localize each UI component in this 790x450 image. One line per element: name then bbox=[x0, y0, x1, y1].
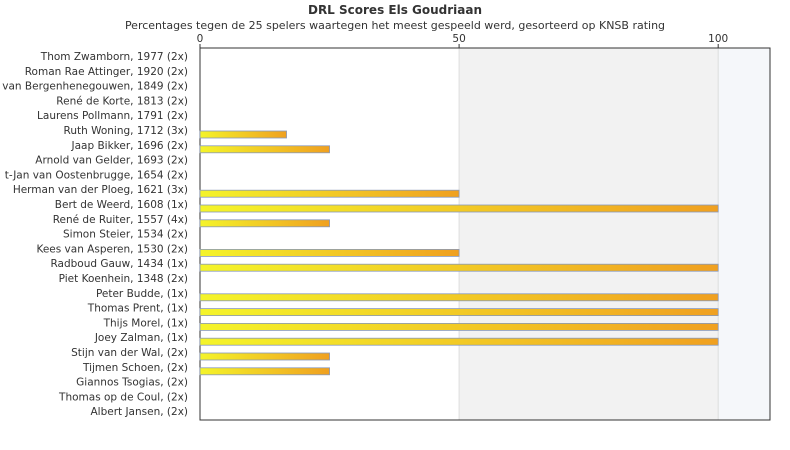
category-label: Arnold van Gelder, 1693 (2x) bbox=[35, 155, 188, 167]
x-tick-label: 50 bbox=[452, 33, 465, 45]
bar bbox=[199, 145, 330, 154]
band-50-100 bbox=[459, 48, 719, 420]
chart-title: DRL Scores Els Goudriaan bbox=[308, 3, 482, 17]
category-label: Herman van der Ploeg, 1621 (3x) bbox=[13, 184, 188, 196]
category-label: René de Ruiter, 1557 (4x) bbox=[53, 214, 188, 226]
category-label: Radboud Gauw, 1434 (1x) bbox=[50, 258, 188, 270]
bar bbox=[199, 337, 719, 346]
category-label: van Bergenhenegouwen, 1849 (2x) bbox=[2, 81, 188, 93]
bar bbox=[199, 204, 719, 213]
chart-subtitle: Percentages tegen de 25 spelers waartege… bbox=[125, 19, 665, 32]
category-label: Peter Budde, (1x) bbox=[96, 288, 188, 300]
category-label: Giannos Tsogias, (2x) bbox=[76, 377, 188, 389]
category-label: Joey Zalman, (1x) bbox=[94, 332, 188, 344]
plot-frame bbox=[199, 47, 771, 421]
category-label: Bert de Weerd, 1608 (1x) bbox=[55, 199, 188, 211]
bar bbox=[199, 352, 330, 361]
bar bbox=[199, 130, 287, 139]
category-label: Thomas op de Coul, (2x) bbox=[58, 391, 188, 403]
category-label: Thijs Morel, (1x) bbox=[103, 317, 188, 329]
category-label: Stijn van der Wal, (2x) bbox=[71, 347, 188, 359]
bar bbox=[199, 219, 330, 228]
x-tick-label: 0 bbox=[197, 33, 204, 45]
category-label: Simon Steier, 1534 (2x) bbox=[63, 229, 188, 241]
category-label: Albert Jansen, (2x) bbox=[90, 406, 188, 418]
band-100-plus bbox=[718, 48, 770, 420]
category-label: Roman Rae Attinger, 1920 (2x) bbox=[25, 66, 188, 78]
bar bbox=[199, 322, 719, 331]
bar bbox=[199, 263, 719, 272]
category-label: t-Jan van Oostenbrugge, 1654 (2x) bbox=[5, 169, 188, 181]
x-tick-label: 100 bbox=[708, 33, 728, 45]
category-label: Laurens Pollmann, 1791 (2x) bbox=[37, 110, 188, 122]
bar bbox=[199, 248, 460, 257]
bar bbox=[199, 189, 460, 198]
category-label: Ruth Woning, 1712 (3x) bbox=[64, 125, 189, 137]
bar bbox=[199, 293, 719, 302]
bar bbox=[199, 367, 330, 376]
category-label: Thom Zwamborn, 1977 (2x) bbox=[40, 51, 188, 63]
category-label: Thomas Prent, (1x) bbox=[87, 303, 188, 315]
category-label: Piet Koenhein, 1348 (2x) bbox=[59, 273, 188, 285]
category-label: Jaap Bikker, 1696 (2x) bbox=[71, 140, 188, 152]
bar bbox=[199, 308, 719, 317]
category-label: Kees van Asperen, 1530 (2x) bbox=[36, 243, 188, 255]
category-label: René de Korte, 1813 (2x) bbox=[56, 95, 188, 107]
plot-area: 0 50 100 Thom Zwamborn, 1977 (2x) Roman Rae … bbox=[2, 33, 771, 421]
category-label: Tijmen Schoen, (2x) bbox=[82, 362, 188, 374]
